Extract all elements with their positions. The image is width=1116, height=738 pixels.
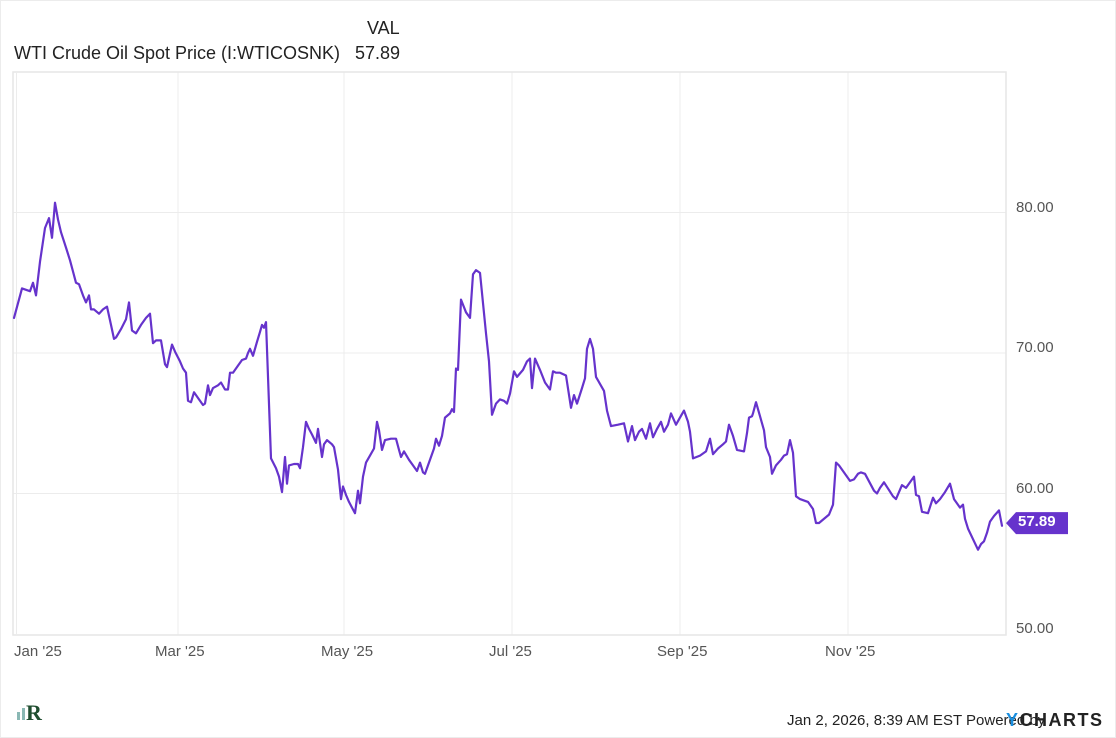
ycharts-wordmark: CHARTS <box>1019 710 1104 730</box>
timestamp: Jan 2, 2026, 8:39 AM EST <box>787 712 962 729</box>
powered-by-label: Powered by <box>966 712 1046 729</box>
grid-lines <box>13 72 1006 635</box>
y-tick-label: 80.00 <box>1016 198 1054 216</box>
last-value-tag: 57.89 <box>1018 513 1056 531</box>
ycharts-y-mark: Y <box>1006 710 1020 730</box>
legend-column-header: VAL <box>367 18 400 38</box>
x-tick-label: Sep '25 <box>657 643 708 660</box>
ritholtz-logo-icon: R <box>17 700 43 724</box>
legend-series-value: 57.89 <box>355 43 401 63</box>
plot-frame <box>12 71 1007 636</box>
footer-timestamp-powered-by: Jan 2, 2026, 8:39 AM EST Powered by <box>787 712 1045 729</box>
x-tick-label: Mar '25 <box>155 643 205 660</box>
y-tick-label: 50.00 <box>1016 620 1054 637</box>
x-tick-label: Jul '25 <box>489 643 532 660</box>
x-tick-label: Nov '25 <box>825 643 876 660</box>
y-tick-label: 60.00 <box>1016 479 1054 497</box>
last-value-tag-shape <box>1006 512 1068 535</box>
legend-series-name[interactable]: WTI Crude Oil Spot Price (I:WTICOSNK) <box>14 43 341 63</box>
x-tick-label: May '25 <box>321 643 374 660</box>
y-tick-label: 70.00 <box>1016 339 1054 356</box>
ycharts-logo[interactable]: YCHARTS <box>1006 710 1104 731</box>
svg-text:R: R <box>26 700 43 724</box>
x-tick-label: Jan '25 <box>14 643 62 660</box>
wti-price-line[interactable] <box>12 201 1004 551</box>
